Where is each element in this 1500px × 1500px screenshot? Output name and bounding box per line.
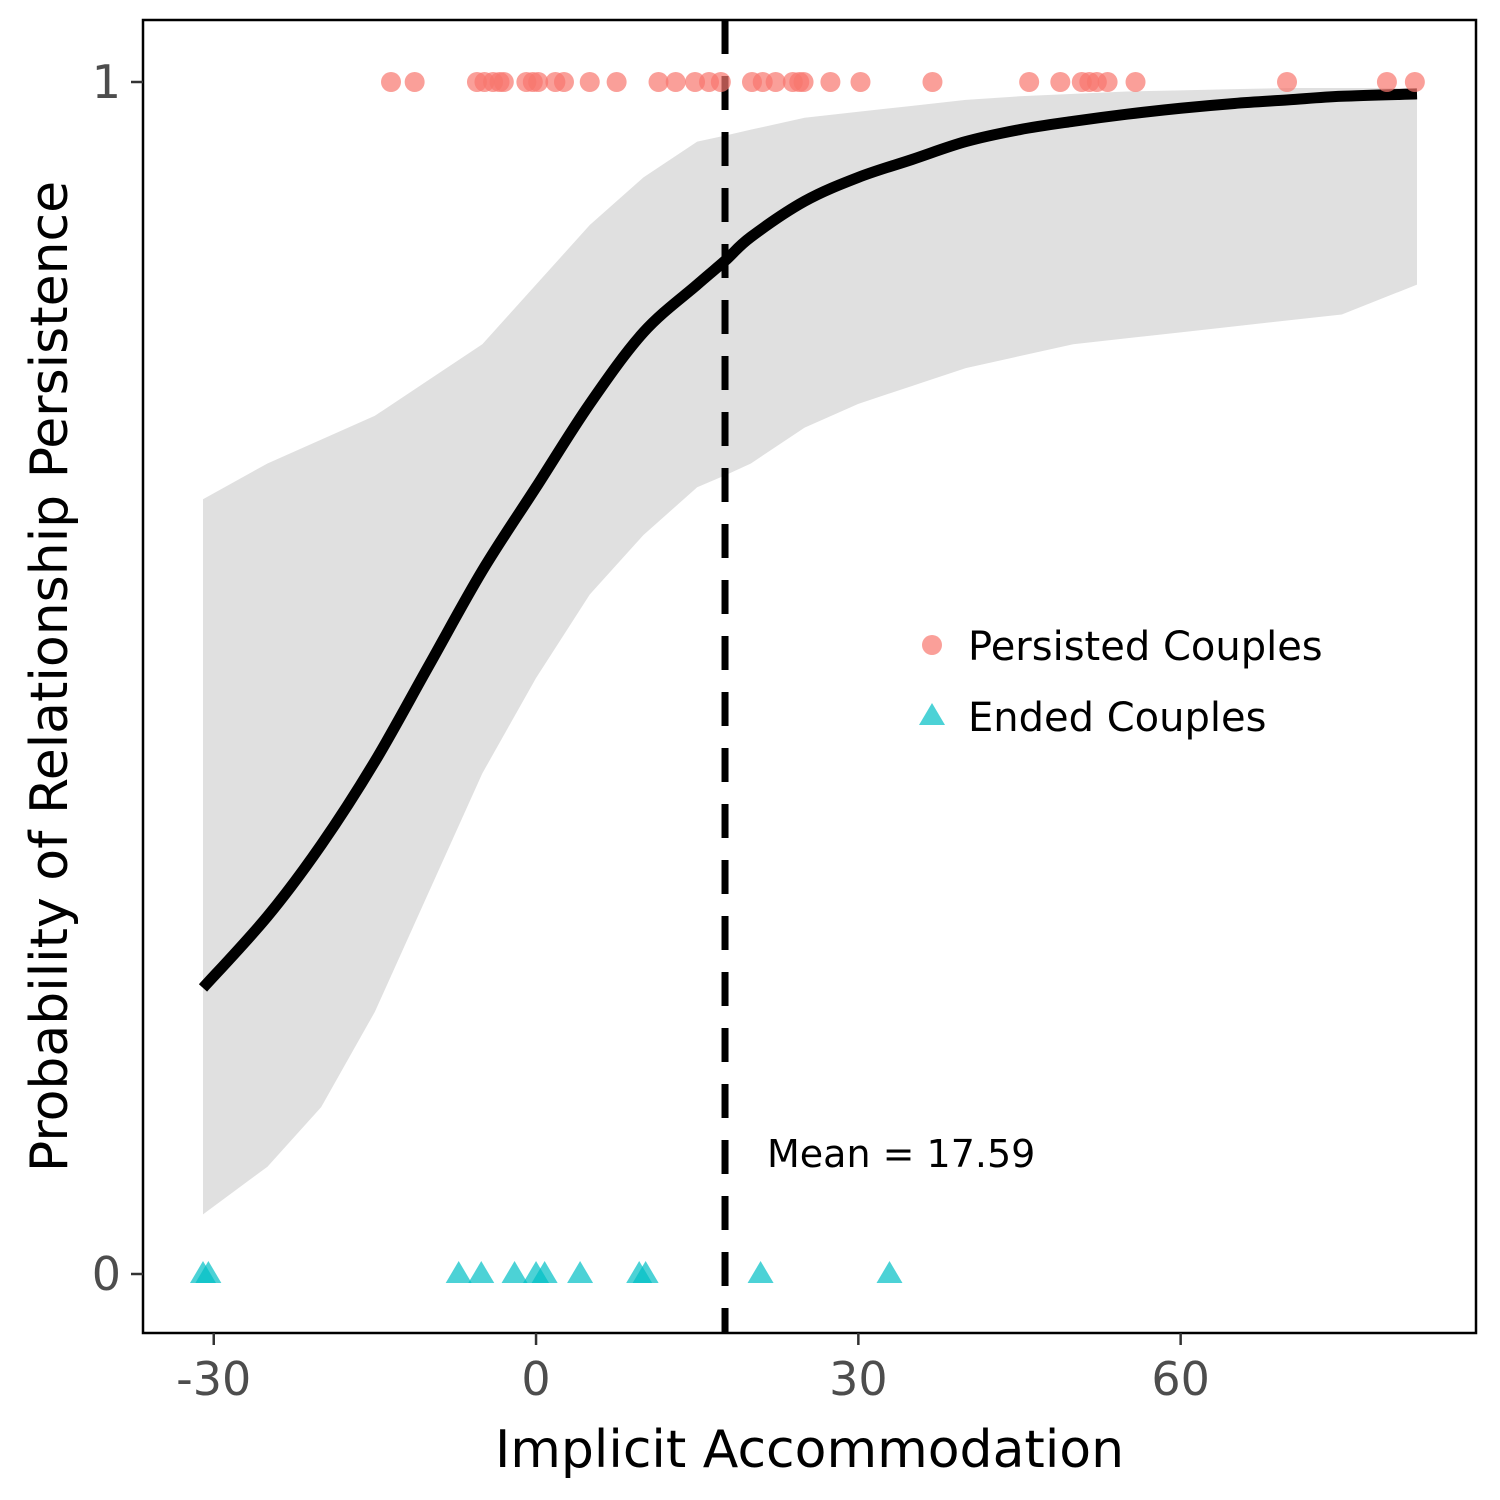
mean-annotation: Mean = 17.59 <box>767 1132 1035 1176</box>
axis-layer: -30 0 30 60 0 1 <box>92 55 1210 1406</box>
point-persisted <box>922 72 943 92</box>
point-ended <box>531 1261 558 1283</box>
point-persisted <box>1376 72 1397 92</box>
x-tick-label: 30 <box>829 1352 888 1406</box>
point-ended <box>567 1261 594 1283</box>
legend-marker-persisted <box>922 635 942 655</box>
point-persisted <box>404 72 425 92</box>
point-ended <box>195 1261 222 1283</box>
fit-line <box>198 88 1418 992</box>
x-tick-label: 0 <box>521 1352 550 1406</box>
legend-marker-ended <box>919 703 945 725</box>
point-persisted <box>850 72 871 92</box>
point-ended <box>445 1261 472 1283</box>
confidence-band-layer <box>203 87 1417 1215</box>
legend-label-ended: Ended Couples <box>968 695 1266 741</box>
y-tick-label: 0 <box>92 1247 121 1301</box>
legend-label-persisted: Persisted Couples <box>968 624 1323 670</box>
x-axis-title: Implicit Accommodation <box>495 1420 1124 1480</box>
point-persisted <box>1277 72 1298 92</box>
point-ended <box>876 1261 903 1283</box>
point-persisted <box>648 72 669 92</box>
point-persisted <box>381 72 402 92</box>
point-persisted <box>493 72 514 92</box>
point-persisted <box>1097 72 1118 92</box>
point-persisted <box>685 72 706 92</box>
point-ended <box>468 1261 495 1283</box>
x-tick-label: 60 <box>1151 1352 1210 1406</box>
point-persisted <box>1050 72 1071 92</box>
point-persisted <box>793 72 814 92</box>
legend: Persisted Couples Ended Couples <box>919 624 1323 741</box>
point-persisted <box>579 72 600 92</box>
point-persisted <box>665 72 686 92</box>
x-tick-label: -30 <box>176 1352 251 1406</box>
confidence-band <box>203 87 1417 1215</box>
points-layer <box>190 72 1425 1283</box>
fit-line-layer <box>198 88 1418 992</box>
point-persisted <box>528 72 549 92</box>
point-persisted <box>820 72 841 92</box>
point-persisted <box>1125 72 1146 92</box>
point-ended <box>501 1261 528 1283</box>
point-persisted <box>765 72 786 92</box>
point-persisted <box>710 72 731 92</box>
point-persisted <box>606 72 627 92</box>
plot-panel-border <box>141 18 1478 1335</box>
y-axis-title: Probability of Relationship Persistence <box>20 181 80 1172</box>
point-persisted <box>1404 72 1425 92</box>
point-persisted <box>1019 72 1040 92</box>
point-ended <box>747 1261 774 1283</box>
point-persisted <box>553 72 574 92</box>
point-ended <box>632 1261 659 1283</box>
y-tick-label: 1 <box>92 55 121 109</box>
